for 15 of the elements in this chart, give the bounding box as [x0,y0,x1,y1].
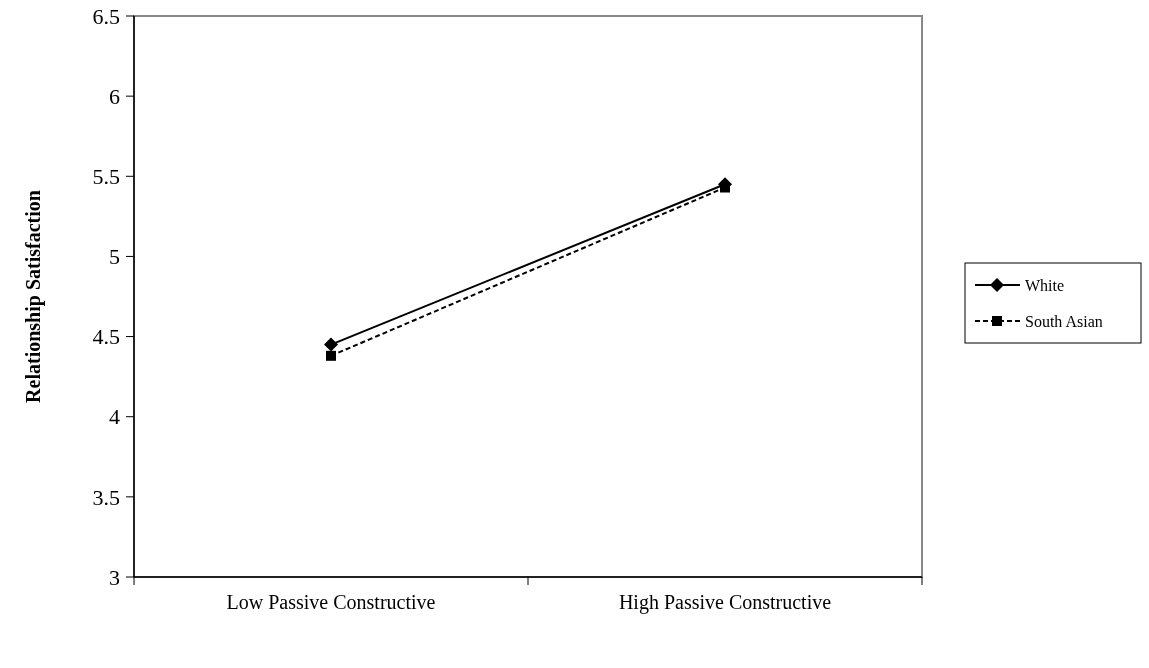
y-axis-title: Relationship Satisfaction [22,190,45,403]
point [326,350,336,361]
y-tick-label: 6 [109,83,120,109]
y-tick-label: 5.5 [92,163,120,189]
y-tick-label: 5 [109,244,120,270]
x-tick-label: High Passive Constructive [618,591,832,614]
y-tick-label: 6.5 [92,3,120,29]
point [324,337,338,352]
y-tick-label: 4 [109,404,120,430]
y-tick-label: 4.5 [92,324,120,350]
x-tick-label: Low Passive Constructive [226,591,436,613]
y-tick-label: 3.5 [92,484,120,510]
legend-label: South Asian [1025,312,1103,330]
legend-label: White [1025,276,1065,294]
y-tick-label: 3 [109,564,120,590]
